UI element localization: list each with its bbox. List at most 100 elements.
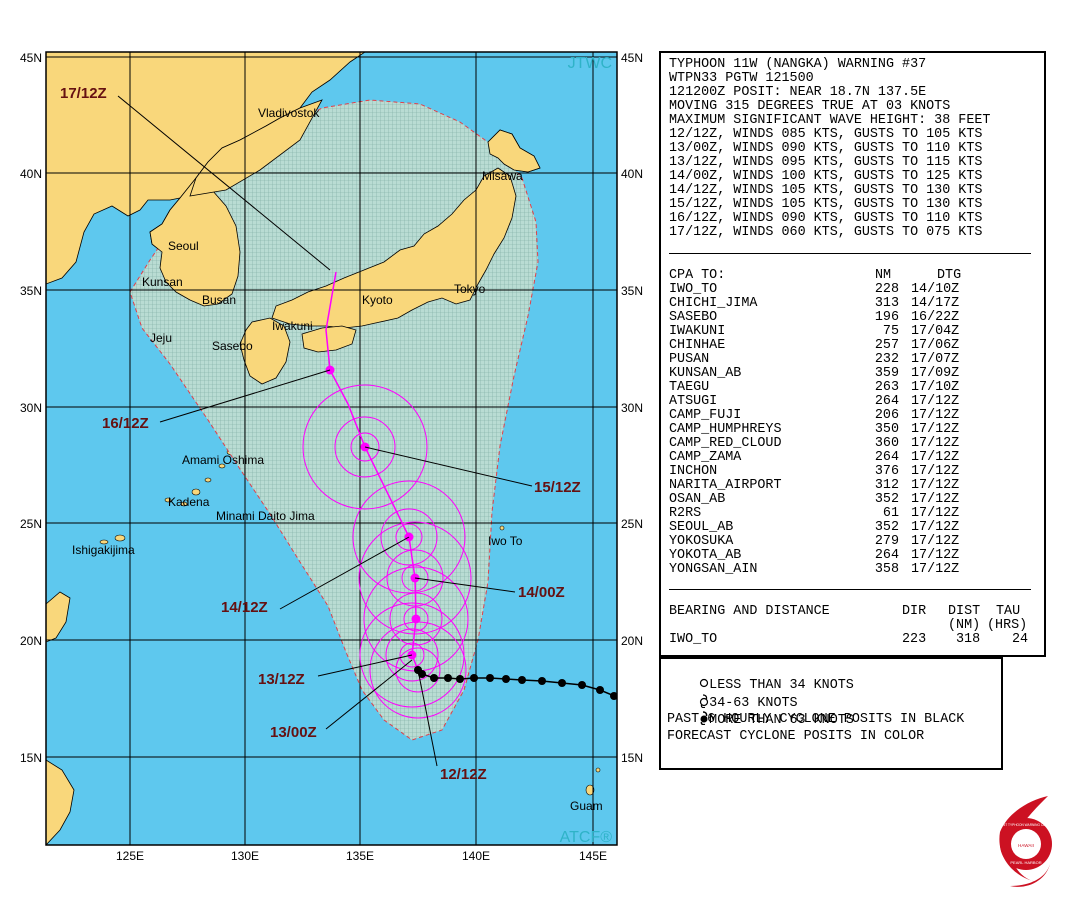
forecast-label-16-12z: 16/12Z: [102, 415, 149, 432]
cpa-row: IWAKUNI 75 17/04Z: [669, 325, 1039, 339]
place-misawa: Misawa: [482, 169, 523, 183]
cpa-row: YONGSAN_AIN 358 17/12Z: [669, 563, 1039, 577]
tropical-storm-icon: [700, 694, 709, 709]
cpa-time: 17/12Z: [911, 394, 960, 409]
bearing-tau-header: TAU: [996, 604, 1021, 619]
cpa-time: 17/09Z: [911, 366, 960, 381]
cpa-time: 17/12Z: [911, 436, 960, 451]
cpa-time: 17/12Z: [911, 450, 960, 465]
legend-panel: LESS THAN 34 KNOTS 34-63 KNOTS MORE THAN…: [659, 657, 1003, 770]
cpa-distance: 350: [874, 422, 899, 437]
warning-line: 14/00Z, WINDS 100 KTS, GUSTS TO 125 KTS: [669, 169, 983, 184]
cpa-distance: 358: [874, 562, 899, 577]
bearing-dist-unit: (NM): [948, 618, 981, 633]
lat-label-left: 20N: [20, 634, 42, 648]
cpa-location: R2RS: [669, 506, 702, 521]
warning-line: 12/12Z, WINDS 085 KTS, GUSTS TO 105 KTS: [669, 127, 983, 142]
lat-label-left: 35N: [20, 284, 42, 298]
lat-label-right: 15N: [621, 751, 643, 765]
cpa-distance: 206: [874, 408, 899, 423]
cpa-distance: 264: [874, 394, 899, 409]
legend-less-text: LESS THAN 34 KNOTS: [709, 678, 854, 693]
cpa-distance: 263: [874, 380, 899, 395]
cpa-location: INCHON: [669, 464, 718, 479]
warning-line: 17/12Z, WINDS 060 KTS, GUSTS TO 075 KTS: [669, 225, 983, 240]
lat-label-right: 45N: [621, 51, 643, 65]
place-busan: Busan: [202, 293, 236, 307]
cpa-nm-header: NM: [875, 268, 892, 283]
cpa-time: 17/12Z: [911, 422, 960, 437]
cpa-row: SASEBO 196 16/22Z: [669, 311, 1039, 325]
place-kyoto: Kyoto: [362, 293, 393, 307]
lat-label-right: 25N: [621, 517, 643, 531]
lon-label: 130E: [231, 849, 259, 863]
taiwan-luzon: [46, 591, 75, 845]
cpa-row: OSAN_AB 352 17/12Z: [669, 493, 1039, 507]
cpa-row: YOKOTA_AB 264 17/12Z: [669, 549, 1039, 563]
cpa-location: SASEBO: [669, 310, 718, 325]
warning-panel: TYPHOON 11W (NANGKA) WARNING #37 WTPN33 P…: [659, 51, 1046, 657]
cpa-row: SEOUL_AB 352 17/12Z: [669, 521, 1039, 535]
lat-label-right: 30N: [621, 401, 643, 415]
place-seoul: Seoul: [168, 239, 199, 253]
cpa-location: NARITA_AIRPORT: [669, 478, 782, 493]
warning-line: MAXIMUM SIGNIFICANT WAVE HEIGHT: 38 FEET: [669, 113, 991, 128]
bearing-dir: 223: [902, 632, 927, 647]
logo-bottom-text: PEARL HARBOR: [1010, 860, 1041, 865]
cpa-row: CAMP_RED_CLOUD 360 17/12Z: [669, 437, 1039, 451]
cpa-row: TAEGU 263 17/10Z: [669, 381, 1039, 395]
lat-lon-grid: [46, 52, 617, 845]
lat-label-right: 20N: [621, 634, 643, 648]
bearing-tau: 24: [1012, 632, 1029, 647]
cpa-distance: 196: [874, 310, 899, 325]
forecast-label-12-12z: 12/12Z: [440, 766, 487, 783]
cpa-location: CAMP_ZAMA: [669, 450, 742, 465]
logo-ring-text: JOINT TYPHOON WARNING CENTER: [998, 823, 1055, 827]
cpa-time: 17/06Z: [911, 338, 960, 353]
bearing-tau-unit: (HRS): [987, 618, 1028, 633]
jtwc-logo: HAWAII PEARL HARBOR JOINT TYPHOON WARNIN…: [998, 796, 1055, 887]
cpa-location: PUSAN: [669, 352, 710, 367]
place-amami-oshima: Amami Oshima: [182, 453, 264, 467]
cpa-row: CAMP_ZAMA 264 17/12Z: [669, 451, 1039, 465]
cpa-distance: 376: [874, 464, 899, 479]
legend-mid-text: 34-63 KNOTS: [709, 696, 798, 711]
hollow-circle-icon: [700, 678, 709, 688]
cpa-dtg-header: DTG: [937, 268, 962, 283]
legend-more: MORE THAN 63 KNOTS: [667, 694, 854, 728]
cpa-distance: 75: [882, 324, 899, 339]
cpa-time: 17/12Z: [911, 506, 960, 521]
cpa-time: 17/12Z: [911, 562, 960, 577]
cpa-time: 14/10Z: [911, 282, 960, 297]
forecast-label-14-00z: 14/00Z: [518, 584, 565, 601]
warning-line: 16/12Z, WINDS 090 KTS, GUSTS TO 110 KTS: [669, 211, 983, 226]
warning-line: 15/12Z, WINDS 105 KTS, GUSTS TO 130 KTS: [669, 197, 983, 212]
cpa-distance: 279: [874, 534, 899, 549]
cpa-time: 17/12Z: [911, 534, 960, 549]
cpa-row: PUSAN 232 17/07Z: [669, 353, 1039, 367]
warning-line: MOVING 315 DEGREES TRUE AT 03 KNOTS: [669, 99, 951, 114]
place-ishigakijima: Ishigakijima: [72, 543, 135, 557]
bearing-dist-header: DIST: [948, 604, 981, 619]
cpa-distance: 264: [874, 450, 899, 465]
cpa-row: KUNSAN_AB 359 17/09Z: [669, 367, 1039, 381]
cpa-distance: 360: [874, 436, 899, 451]
place-iwakuni: Iwakuni: [272, 319, 313, 333]
place-sasebo: Sasebo: [212, 339, 253, 353]
warning-line: 13/00Z, WINDS 090 KTS, GUSTS TO 110 KTS: [669, 141, 983, 156]
forecast-label-15-12z: 15/12Z: [534, 479, 581, 496]
cpa-time: 17/12Z: [911, 478, 960, 493]
lat-label-left: 40N: [20, 167, 42, 181]
forecast-label-13-12z: 13/12Z: [258, 671, 305, 688]
cpa-row: CAMP_FUJI 206 17/12Z: [669, 409, 1039, 423]
warning-line: 13/12Z, WINDS 095 KTS, GUSTS TO 115 KTS: [669, 155, 983, 170]
cpa-distance: 257: [874, 338, 899, 353]
cpa-location: CAMP_FUJI: [669, 408, 742, 423]
place-tokyo: Tokyo: [454, 282, 486, 296]
cpa-time: 14/17Z: [911, 296, 960, 311]
map-frame: [45, 51, 618, 846]
place-kunsan: Kunsan: [142, 275, 183, 289]
cpa-distance: 313: [874, 296, 899, 311]
cpa-distance: 352: [874, 520, 899, 535]
lat-label-right: 35N: [621, 284, 643, 298]
